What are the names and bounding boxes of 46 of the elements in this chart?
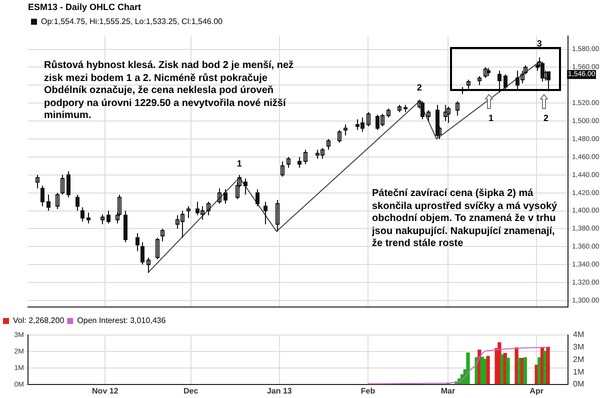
x-tick-label: Nov 12: [92, 386, 119, 396]
x-tick-label: Jan 13: [266, 386, 292, 396]
candlestick: [426, 110, 430, 122]
bar: [466, 352, 470, 384]
bar: [506, 358, 510, 384]
candlestick: [146, 256, 150, 274]
annotation: 3: [536, 38, 542, 48]
candlestick: [286, 156, 290, 168]
legend-label: Vol: 2,268,200: [13, 316, 65, 326]
candlestick: [156, 237, 160, 260]
annotation: 1: [487, 112, 494, 124]
candlestick: [326, 138, 330, 150]
candlestick: [338, 130, 342, 144]
candlestick: [444, 104, 448, 122]
chart-title: ESM13 - Daily OHLC Chart: [28, 2, 142, 12]
legend-label: Open Interest: 3,010,436: [77, 316, 166, 326]
candlestick: [366, 112, 370, 127]
candlestick: [56, 192, 60, 210]
candlestick: [276, 200, 280, 232]
bar: [523, 357, 527, 384]
x-tick-label: Dec: [184, 386, 199, 396]
y2-tick-label: 4M: [573, 330, 584, 340]
candlestick: [60, 174, 64, 196]
candlestick: [100, 214, 104, 225]
candlestick: [186, 206, 190, 218]
candlestick: [446, 106, 450, 124]
bar: [546, 346, 550, 384]
candlestick: [304, 149, 308, 165]
candlestick: [280, 160, 284, 178]
legend-label: Op:1,554.75, Hi:1,555.25, Lo:1,533.25, Cl:1,546.00: [41, 17, 224, 26]
x-tick-label: Feb: [360, 386, 376, 396]
annotation: 2: [542, 112, 550, 124]
candlestick: [36, 174, 40, 189]
candlestick: [218, 188, 222, 204]
annotation: 1: [236, 158, 242, 169]
x-tick-label: Mar: [440, 386, 456, 396]
annotation: Páteční zavírací cena (šipka 2) má skončila uprostřed svíčky a má vysoký obchodní objem. To znamená že v trhu jsou nakupující. Nakupující znamenají, že trend stále roste: [372, 188, 558, 250]
candlestick: [484, 66, 488, 78]
candlestick: [160, 228, 164, 242]
annotation: Růstová hybnost klesá. Zisk nad bod 2 je menší, než zisk mezi bodem 1 a 2. Nicméně růst pokračuje Obdélník označuje, že cena neklesla pod úroveň podpory na úrovni 1229.50 a nevytvořila nové nižší minimum.: [44, 60, 295, 122]
x-tick-label: Apr: [530, 386, 544, 396]
candlestick: [206, 201, 210, 216]
bar: [486, 356, 490, 384]
candlestick: [456, 100, 460, 116]
candlestick: [344, 124, 348, 136]
annotation: 2: [416, 82, 422, 92]
